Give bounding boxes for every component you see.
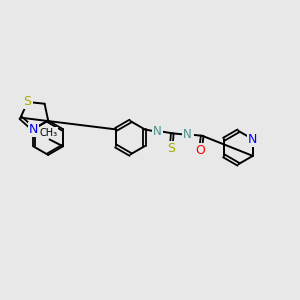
Text: CH₃: CH₃ [39,128,57,138]
Text: S: S [167,142,175,155]
Text: N: N [153,125,162,138]
Text: O: O [195,144,205,157]
Text: N: N [183,128,191,141]
Text: S: S [23,95,32,109]
Text: N: N [28,123,38,136]
Text: N: N [248,133,257,146]
Text: H: H [185,127,193,137]
Text: H: H [154,124,161,135]
